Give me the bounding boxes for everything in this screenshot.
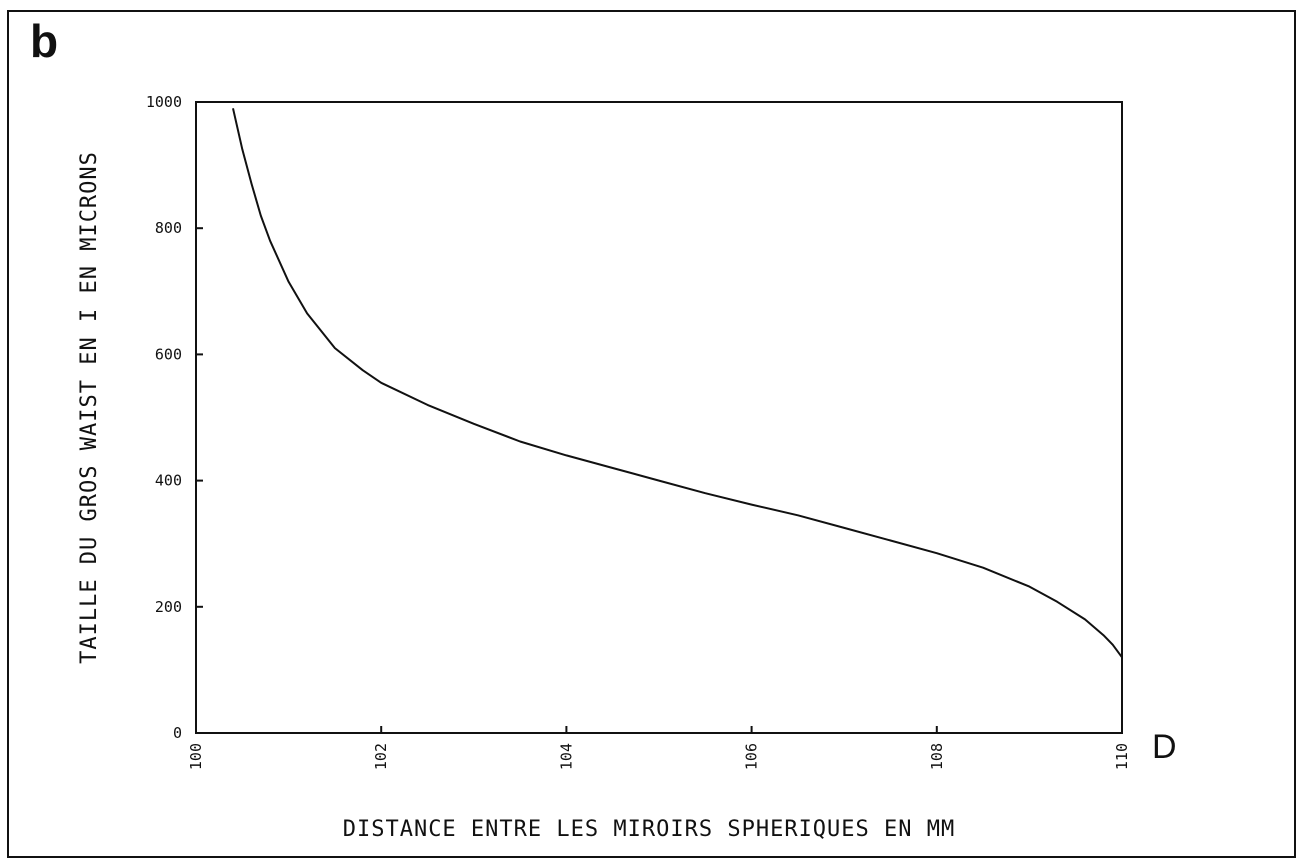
x-tick-label: 100	[187, 743, 205, 770]
y-tick-label: 0	[173, 724, 182, 742]
panel-label: b	[30, 15, 59, 67]
y-tick-label: 200	[155, 598, 182, 616]
x-tick-label: 102	[372, 743, 390, 770]
x-tick-label: 108	[928, 743, 946, 770]
plot-area	[195, 101, 1123, 734]
y-axis-title: TAILLE DU GROS WAIST EN I EN MICRONS	[77, 151, 102, 664]
y-tick-label: 400	[155, 472, 182, 490]
y-tick-label: 600	[155, 345, 182, 363]
figure-frame	[7, 10, 1296, 858]
y-axis-ticks: 0 200 400 600 800 1000	[146, 93, 203, 742]
x-axis-ticks: 100 102 104 106 108 110	[187, 726, 1131, 770]
x-tick-label: 110	[1113, 743, 1131, 770]
x-tick-label: 104	[557, 743, 575, 770]
x-axis-title: DISTANCE ENTRE LES MIROIRS SPHERIQUES EN…	[343, 817, 956, 842]
x-tick-label: 106	[743, 743, 761, 770]
series-group	[232, 108, 1123, 658]
series-line	[232, 108, 1123, 658]
y-tick-label: 800	[155, 219, 182, 237]
axis-end-marker: D	[1152, 728, 1177, 766]
y-tick-label: 1000	[146, 93, 182, 111]
